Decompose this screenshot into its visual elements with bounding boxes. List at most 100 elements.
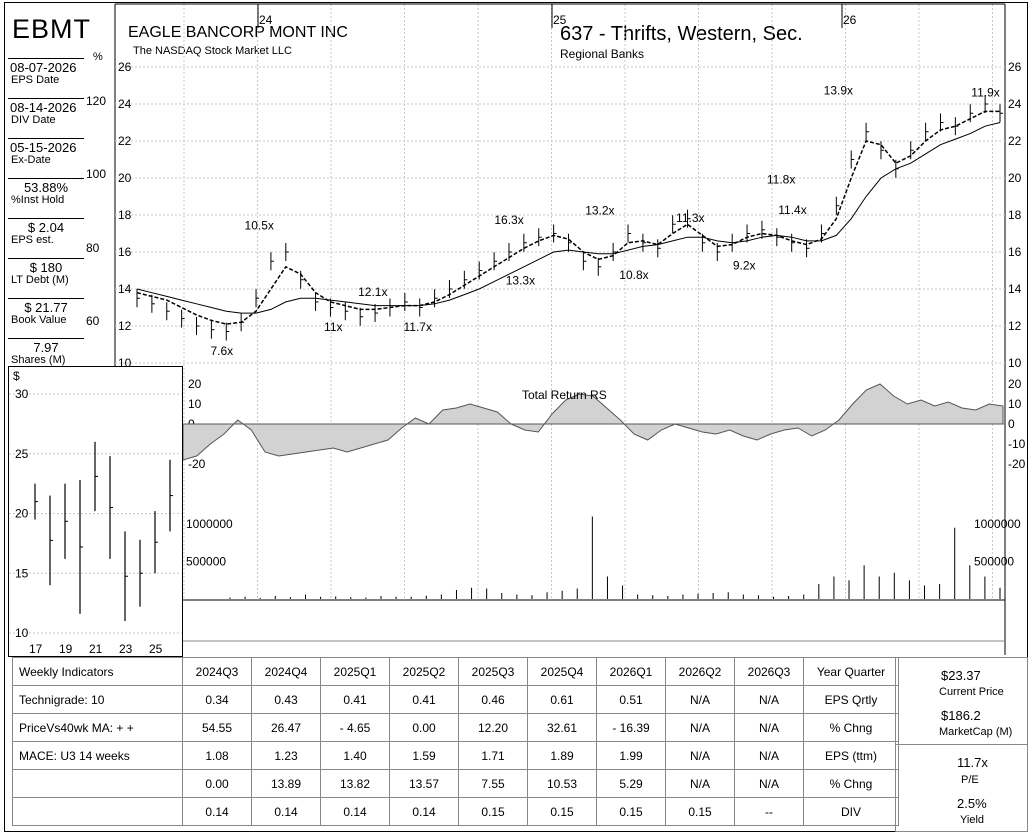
rs-area [182, 383, 1004, 461]
sidebar-stat: $ 21.77 Book Value [8, 298, 84, 337]
rs-tick-left: -20 [188, 457, 206, 471]
moving-average-line [136, 122, 1001, 314]
sidebar-stat-label: LT Debt (M) [11, 274, 69, 286]
table-column-header: 2025Q3 [458, 657, 528, 686]
pe-label: 11.4x [778, 203, 806, 217]
table-cell: 13.57 [389, 769, 459, 798]
table-cell: 32.61 [527, 713, 597, 742]
price-tick-right: 14 [1008, 282, 1022, 296]
table-cell: 1.59 [389, 741, 459, 770]
rs-tick-right: 10 [1008, 397, 1022, 411]
pe-label: 11.8x [767, 172, 795, 186]
pct-axis-label: % [93, 51, 103, 63]
table-cell: EPS (ttm) [803, 741, 899, 770]
pe-label: 13.3x [506, 274, 535, 288]
price-tick-right: 20 [1008, 171, 1022, 185]
volume-tick-right: 500000 [974, 555, 1014, 569]
mini-x-tick: 19 [59, 642, 73, 656]
table-cell: 1.71 [458, 741, 528, 770]
table-cell: 1.40 [320, 741, 390, 770]
table-cell: 0.14 [182, 797, 252, 826]
sidebar-stat-value: 7.97 [33, 340, 59, 355]
table-cell: N/A [665, 685, 735, 714]
pe-label: 13.9x [824, 83, 853, 97]
price-tick-left: 18 [118, 208, 132, 222]
table-cell: % Chng [803, 769, 899, 798]
rs-tick-right: -10 [1008, 437, 1026, 451]
table-column-header: 2026Q2 [665, 657, 735, 686]
sidebar-stat: 08-14-2026 DIV Date [8, 98, 84, 137]
sidebar-stat-label: Shares (M) [11, 354, 66, 366]
price-tick-right: 18 [1008, 208, 1022, 222]
current-price: $23.37 [941, 668, 981, 683]
table-cell: - 4.65 [320, 713, 390, 742]
price-tick-left: 26 [118, 60, 132, 74]
table-row: PriceVs40wk MA: + +54.55 26.47- 4.65 0.00 1… [12, 713, 899, 742]
table-cell: -- [734, 797, 804, 826]
table-cell: N/A [665, 713, 735, 742]
pct-tick: 80 [86, 241, 100, 255]
table-cell: 13.89 [251, 769, 321, 798]
table-row: 0.00 13.89 13.82 13.57 7.55 10.53 5.29 N/A N/A% … [12, 769, 899, 798]
pe-label: 11x [324, 320, 342, 334]
sidebar-stat: 08-07-2026 EPS Date [8, 58, 84, 97]
table-row: 0.14 0.14 0.14 0.14 0.15 0.15 0.15 0.15 -- DIV [12, 797, 899, 826]
market-cap-label: MarketCap (M) [939, 726, 1013, 738]
table-cell: 5.29 [596, 769, 666, 798]
sidebar-stat-label: %Inst Hold [11, 194, 65, 206]
table-column-header: 2024Q3 [182, 657, 252, 686]
pe-ratio: 11.7x [957, 755, 988, 770]
table-cell: N/A [734, 741, 804, 770]
price-tick-right: 22 [1008, 134, 1022, 148]
sidebar-stat-value: 08-07-2026 [10, 60, 77, 75]
volume-tick-right: 1000000 [974, 517, 1021, 531]
pe-label: 13.2x [585, 204, 614, 218]
table-cell: - 16.39 [596, 713, 666, 742]
mini-x-tick: 21 [89, 642, 103, 656]
price-tick-left: 24 [118, 97, 132, 111]
table-cell: EPS Qrtly [803, 685, 899, 714]
pe-label: 11.7x [404, 320, 432, 334]
pe-label: 10.8x [619, 268, 648, 282]
sidebar-stat: 7.97 Shares (M) [8, 338, 84, 377]
table-cell: 1.23 [251, 741, 321, 770]
table-cell: 54.55 [182, 713, 252, 742]
mini-y-tick: 25 [15, 447, 29, 461]
sidebar-stat-value: $ 2.04 [27, 220, 65, 235]
table-cell: 1.99 [596, 741, 666, 770]
table-column-header: 2025Q4 [527, 657, 597, 686]
table-cell: 0.41 [320, 685, 390, 714]
table-cell: 0.15 [527, 797, 597, 826]
table-cell: DIV [803, 797, 899, 826]
table-column-header: 2025Q2 [389, 657, 459, 686]
table-column-header: Year Quarter [803, 657, 899, 686]
table-cell: 0.14 [251, 797, 321, 826]
table-cell: 26.47 [251, 713, 321, 742]
company-name: EAGLE BANCORP MONT INC [128, 24, 348, 41]
main-chart: 24 25 26 10 10 12 12 14 14 16 16 18 18 20 20 22 22 24 24 26… [114, 3, 1026, 655]
sidebar-stat-value: $ 180 [29, 260, 63, 275]
table-column-header: 2026Q3 [734, 657, 804, 686]
table-cell: 1.89 [527, 741, 597, 770]
exchange-name: The NASDAQ Stock Market LLC [133, 45, 292, 57]
pct-tick: 100 [86, 167, 107, 181]
table-cell: N/A [665, 769, 735, 798]
table-cell: N/A [665, 741, 735, 770]
sidebar-stat: 53.88% %Inst Hold [8, 178, 84, 217]
mini-y-tick: 10 [15, 626, 29, 640]
mini-x-tick: 25 [149, 642, 163, 656]
table-cell: 0.15 [458, 797, 528, 826]
year-label: 26 [843, 13, 857, 27]
price-tick-left: 20 [118, 171, 132, 185]
mini-x-tick: 23 [119, 642, 133, 656]
table-column-header: 2024Q4 [251, 657, 321, 686]
ticker-symbol: EBMT [12, 14, 92, 44]
dividend-yield-label: Yield [960, 814, 985, 826]
sector-name: Regional Banks [560, 47, 645, 61]
year-label: 24 [259, 13, 273, 27]
sidebar-stat-label: EPS est. [11, 234, 54, 246]
rs-tick-right: 20 [1008, 377, 1022, 391]
price-tick-left: 16 [118, 245, 132, 259]
price-tick-right: 16 [1008, 245, 1022, 259]
table-cell: N/A [734, 713, 804, 742]
